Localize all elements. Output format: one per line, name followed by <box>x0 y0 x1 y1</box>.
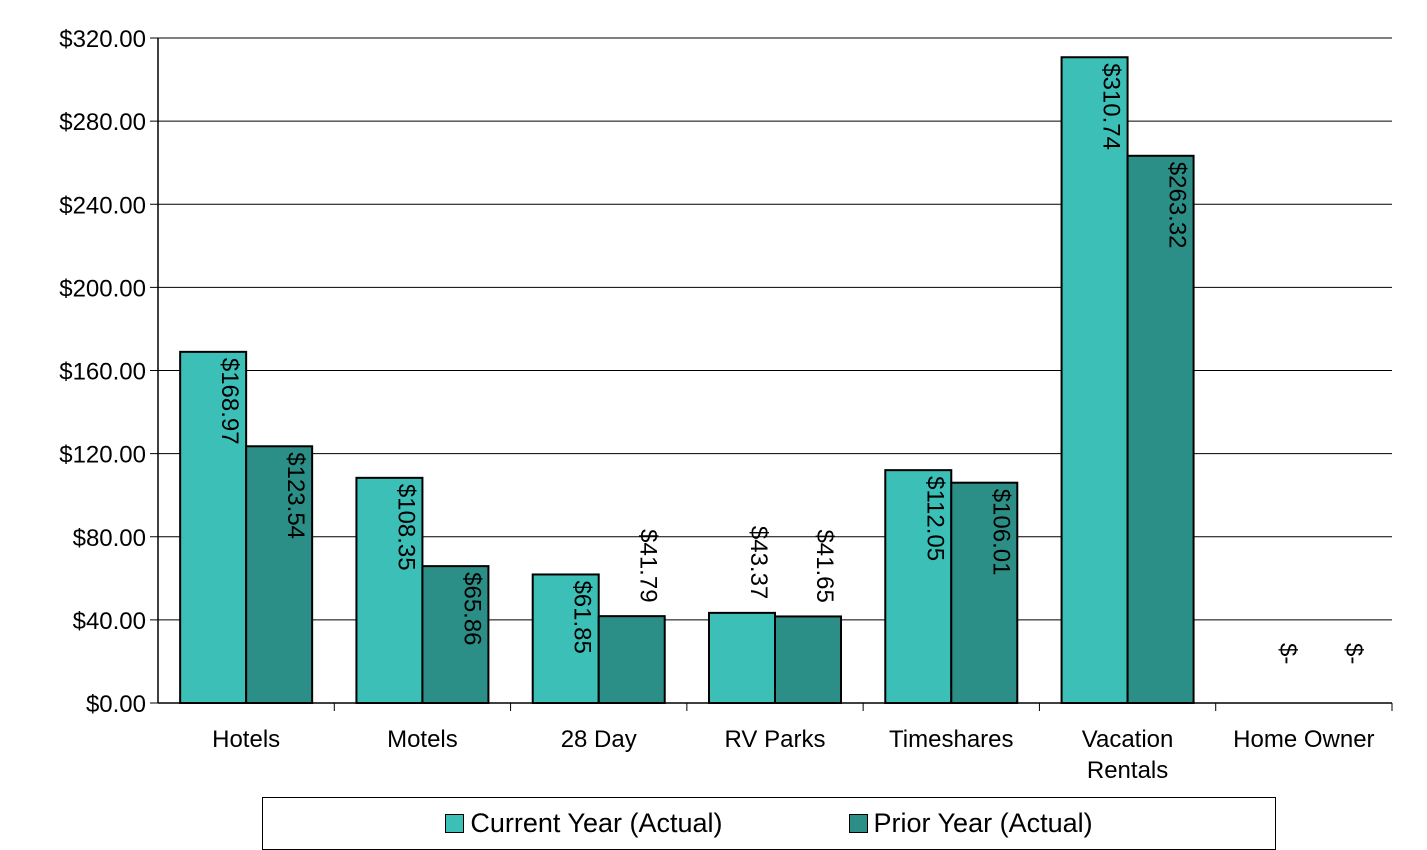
legend-swatch-current-year <box>445 814 465 833</box>
data-label: $108.35 <box>392 484 419 571</box>
y-tick-label: $160.00 <box>59 359 146 386</box>
y-tick-label: $80.00 <box>73 525 146 552</box>
y-tick-label: $200.00 <box>59 275 146 302</box>
data-label: $106.01 <box>987 489 1014 576</box>
bar <box>421 565 490 705</box>
y-tick-label: $320.00 <box>59 26 146 53</box>
chart-plot: $0.00 $40.00 $80.00 $120.00 $160.00 $200.00 $2… <box>59 26 1393 784</box>
y-tick-label: $40.00 <box>73 608 146 635</box>
bar <box>179 350 248 704</box>
legend-swatch-prior-year <box>848 814 868 833</box>
x-tick-label: 28 Day <box>561 726 637 753</box>
data-label: $61.85 <box>569 580 596 653</box>
x-tick-label: Hotels <box>212 726 280 753</box>
data-label: $263.32 <box>1164 162 1191 249</box>
x-tick-label: Timeshares <box>889 726 1013 753</box>
y-tick-label: $120.00 <box>59 442 146 469</box>
data-label: $43.37 <box>745 526 772 599</box>
legend-label-current-year: Current Year (Actual) <box>470 808 723 838</box>
x-tick-label: Rentals <box>1087 757 1168 784</box>
y-tick-label: $240.00 <box>59 192 146 219</box>
x-tick-label: Home Owner <box>1233 726 1374 753</box>
data-label: $65.86 <box>458 572 485 645</box>
data-label: $112.05 <box>921 476 948 561</box>
data-label: $- <box>1340 643 1367 664</box>
x-tick-label: Motels <box>387 726 458 753</box>
data-label: $41.79 <box>635 529 662 602</box>
x-tick-label: RV Parks <box>725 726 826 753</box>
data-label: $41.65 <box>811 529 838 602</box>
bar <box>708 611 776 704</box>
bar <box>884 469 953 704</box>
bar <box>950 481 1019 704</box>
data-label: $- <box>1274 643 1301 664</box>
data-label: $310.74 <box>1098 63 1125 150</box>
bar <box>1060 56 1129 705</box>
legend-item-current-year: Current Year (Actual) <box>445 808 723 839</box>
bar <box>774 615 842 705</box>
bar <box>355 476 424 704</box>
legend-item-prior-year: Prior Year (Actual) <box>848 808 1093 839</box>
y-tick-label: $0.00 <box>86 691 146 718</box>
bar <box>245 445 314 704</box>
bar <box>597 615 666 704</box>
y-tick-label: $280.00 <box>59 109 146 136</box>
data-label: $123.54 <box>282 452 309 539</box>
x-tick-label: Vacation <box>1082 726 1174 753</box>
data-label: $168.97 <box>216 358 243 445</box>
bar <box>1126 154 1195 704</box>
legend-label-prior-year: Prior Year (Actual) <box>873 808 1093 838</box>
chart-legend: Current Year (Actual) Prior Year (Actual… <box>262 797 1276 850</box>
